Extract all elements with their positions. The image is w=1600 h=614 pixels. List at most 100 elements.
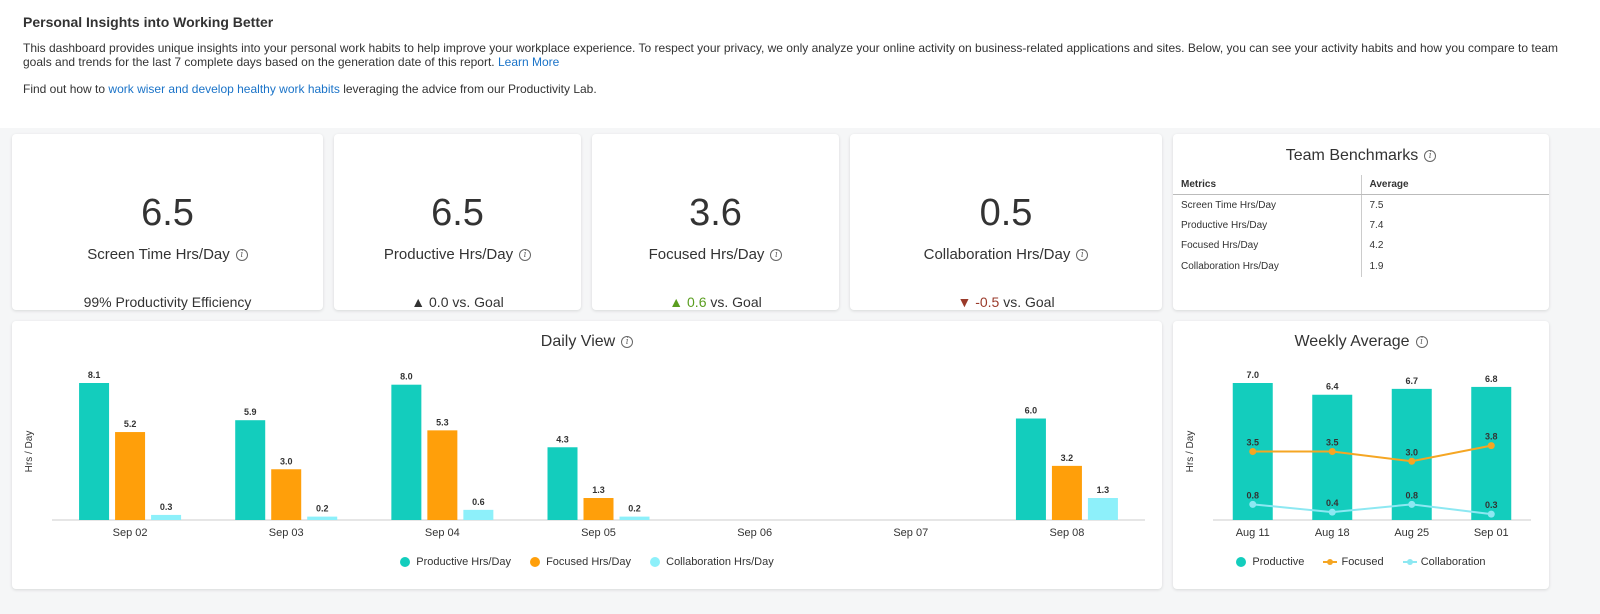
learn-more-link[interactable]: Learn More	[497, 55, 560, 69]
bar	[1471, 386, 1512, 520]
bar	[1015, 418, 1046, 520]
data-label: 6.8	[1485, 374, 1498, 384]
kpi-label-text: Productive Hrs/Day	[383, 246, 514, 263]
column-header-average[interactable]: Average	[1361, 175, 1549, 195]
daily-view-card: Daily View i Hrs / Day 8.1 5.2 0.3 Sep 02 5.9 3…	[12, 321, 1162, 589]
kpi-sub: 99% Productivity Efficiency	[12, 294, 323, 310]
data-label: 0.3	[1485, 500, 1498, 510]
benchmarks-title-text: Team Benchmarks	[1285, 147, 1419, 164]
kpi-delta: -0.5	[975, 294, 1000, 310]
daily-view-title-text: Daily View	[540, 333, 616, 350]
info-icon[interactable]: i	[1076, 249, 1089, 262]
legend-line-icon	[1402, 557, 1417, 567]
data-label: 6.4	[1326, 382, 1339, 392]
weekly-average-card: Weekly Average i Hrs / Day 7.0 Aug 11 6.4 Aug…	[1173, 321, 1549, 589]
info-icon[interactable]: i	[770, 249, 783, 262]
x-tick-label: Sep 08	[1049, 527, 1084, 539]
kpi-value: 0.5	[979, 192, 1033, 234]
bar	[463, 509, 494, 520]
bar	[619, 516, 650, 520]
series-line	[1252, 503, 1492, 516]
data-label: 6.0	[1025, 406, 1038, 416]
bar	[1051, 465, 1082, 520]
kpi-label-text: Screen Time Hrs/Day	[87, 246, 230, 263]
info-icon[interactable]: i	[1424, 149, 1437, 162]
kpi-card-collaboration: 0.5 Collaboration Hrs/Day i ▼ -0.5 vs. Go…	[850, 134, 1162, 310]
legend-label: Focused Hrs/Day	[546, 556, 632, 568]
kpi-value: 6.5	[431, 192, 484, 234]
data-label: 3.0	[1405, 447, 1418, 457]
data-label: 3.2	[1061, 453, 1074, 463]
data-label: 5.9	[244, 407, 257, 417]
table-row: Focused Hrs/Day 4.2	[1173, 235, 1549, 256]
legend-item-focused[interactable]: Focused Hrs/Day	[530, 556, 631, 568]
daily-view-title: Daily View i	[12, 333, 1162, 351]
weekly-average-title-text: Weekly Average	[1294, 333, 1410, 350]
average-cell: 7.4	[1369, 219, 1384, 231]
info-icon[interactable]: i	[519, 249, 532, 262]
line-point	[1487, 510, 1495, 518]
triangle-down-icon: ▼	[957, 294, 972, 310]
line-point	[1487, 442, 1495, 450]
legend-dot-icon	[650, 557, 661, 568]
bar	[271, 469, 302, 520]
triangle-up-icon: ▲	[411, 294, 426, 310]
data-label: 1.3	[1097, 485, 1110, 495]
legend-item-collaboration[interactable]: Collaboration Hrs/Day	[650, 556, 774, 568]
data-label: 0.4	[1326, 498, 1339, 508]
data-label: 3.5	[1326, 438, 1339, 448]
legend-label: Productive	[1252, 556, 1305, 568]
legend-item-productive[interactable]: Productive	[1236, 556, 1304, 568]
line-point	[1328, 448, 1336, 455]
metric-cell: Productive Hrs/Day	[1173, 215, 1362, 236]
x-tick-label: Aug 11	[1236, 527, 1270, 539]
daily-legend: Productive Hrs/Day Focused Hrs/Day Colla…	[12, 556, 1162, 568]
data-label: 3.5	[1246, 438, 1259, 448]
kpi-label: Screen Time Hrs/Day i	[12, 246, 323, 263]
kpi-label-text: Collaboration Hrs/Day	[923, 246, 1071, 263]
triangle-up-icon: ▲	[669, 294, 684, 310]
bar	[235, 420, 266, 520]
kpi-card-screen-time: 6.5 Screen Time Hrs/Day i 99% Productivit…	[12, 134, 323, 310]
kpi-sub: ▼ -0.5 vs. Goal	[850, 294, 1162, 310]
kpi-delta: 0.6	[687, 294, 707, 310]
kpi-sub-text: 99% Productivity Efficiency	[83, 294, 252, 310]
intro-paragraph-2: Find out how to work wiser and develop h…	[23, 82, 1577, 96]
weekly-average-chart: Hrs / Day 7.0 Aug 11 6.4 Aug 18 6.7 Aug 25 6.8 S…	[1185, 370, 1531, 539]
p2-suffix: leveraging the advice from our Productiv…	[343, 82, 597, 96]
kpi-card-focused: 3.6 Focused Hrs/Day i ▲ 0.6 vs. Goal	[592, 134, 839, 310]
x-tick-label: Sep 04	[425, 527, 460, 539]
kpi-sub-text: vs. Goal	[452, 294, 504, 310]
bar	[427, 430, 458, 520]
y-axis-label: Hrs / Day	[24, 431, 35, 473]
kpi-value: 3.6	[689, 192, 742, 234]
info-icon[interactable]: i	[621, 335, 634, 348]
bar	[1087, 498, 1118, 520]
weekly-average-title: Weekly Average i	[1173, 333, 1549, 351]
x-tick-label: Sep 06	[737, 527, 772, 539]
y-axis-label: Hrs / Day	[1185, 431, 1196, 473]
p2-prefix: Find out how to	[23, 82, 106, 96]
line-point	[1328, 508, 1336, 516]
bar	[115, 432, 146, 520]
legend-item-collaboration[interactable]: Collaboration	[1402, 556, 1486, 568]
legend-label: Collaboration	[1420, 556, 1486, 568]
legend-item-productive[interactable]: Productive Hrs/Day	[400, 556, 511, 568]
legend-dot-icon	[530, 557, 541, 568]
bar	[1391, 388, 1432, 520]
intro-paragraph: This dashboard provides unique insights …	[23, 41, 1577, 69]
work-wiser-link[interactable]: work wiser and develop healthy work habi…	[108, 82, 340, 96]
legend-dot-icon	[400, 557, 411, 568]
benchmarks-table: Metrics Average Screen Time Hrs/Day 7.5 P…	[1173, 175, 1549, 277]
info-icon[interactable]: i	[235, 249, 248, 262]
column-header-metrics[interactable]: Metrics	[1173, 175, 1362, 195]
x-tick-label: Aug 25	[1394, 527, 1429, 539]
table-row: Collaboration Hrs/Day 1.9	[1173, 256, 1549, 277]
info-icon[interactable]: i	[1415, 335, 1428, 348]
line-point	[1408, 500, 1416, 508]
series-line	[1252, 444, 1492, 463]
legend-label: Collaboration Hrs/Day	[666, 556, 774, 568]
line-point	[1408, 457, 1416, 465]
kpi-delta: 0.0	[429, 294, 449, 310]
legend-item-focused[interactable]: Focused	[1323, 556, 1384, 568]
